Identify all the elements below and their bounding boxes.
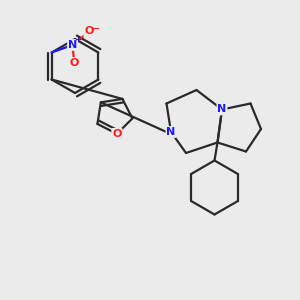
Text: +: + — [74, 35, 81, 44]
Text: N: N — [68, 40, 77, 50]
Text: O: O — [84, 26, 94, 37]
Text: O: O — [112, 129, 122, 139]
Text: N: N — [218, 104, 226, 115]
Text: −: − — [91, 23, 100, 34]
Text: O: O — [69, 58, 79, 68]
Text: N: N — [167, 127, 176, 137]
